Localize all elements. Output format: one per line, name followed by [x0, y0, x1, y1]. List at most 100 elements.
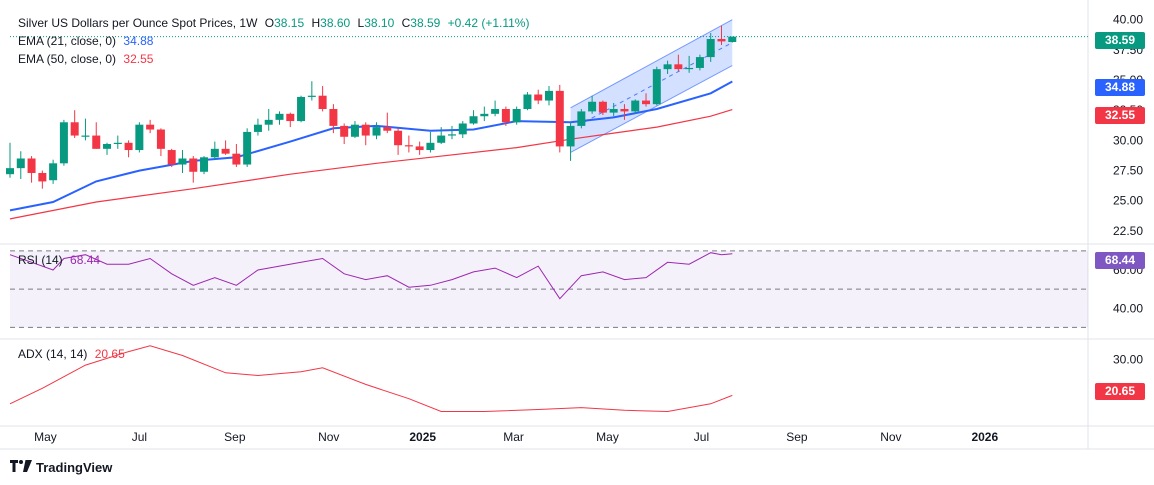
ema50-label: EMA (50, close, 0) — [18, 52, 117, 66]
candle-body — [588, 101, 597, 112]
candle-body — [167, 150, 176, 165]
price-tick-label: 27.50 — [1113, 164, 1143, 178]
candle-body — [631, 100, 640, 112]
time-tick-label: Sep — [224, 430, 246, 444]
time-tick-label: Sep — [786, 430, 808, 444]
ema21-value: 34.88 — [123, 34, 154, 48]
time-tick-label: 2026 — [971, 430, 998, 444]
candle-body — [275, 113, 284, 120]
candle-body — [81, 135, 90, 137]
candle-body — [59, 122, 68, 164]
price-tick-label: 25.00 — [1113, 194, 1143, 208]
candle-body — [350, 124, 359, 137]
trend-channel-upper — [570, 19, 733, 109]
candle-body — [415, 146, 424, 151]
candle-body — [221, 148, 230, 154]
candle-body — [404, 145, 413, 147]
time-tick-label: Nov — [880, 430, 901, 444]
candle-body — [92, 135, 101, 149]
rsi-value: 68.44 — [70, 253, 101, 267]
candle-body — [124, 142, 133, 151]
candle-body — [501, 108, 510, 123]
candle-body — [545, 90, 553, 101]
rsi-legend[interactable]: RSI (14) 68.44 — [18, 253, 104, 267]
open-value: 38.15 — [274, 16, 305, 30]
time-tick-label: Jul — [694, 430, 709, 444]
candle-body — [156, 129, 165, 149]
candle-body — [340, 125, 349, 137]
candle-body — [491, 108, 500, 114]
axes: 40.0037.5035.0032.5030.0027.5025.0022.50… — [34, 13, 1143, 444]
candle-body — [189, 158, 198, 172]
candle-body — [447, 134, 456, 136]
ema21-price-tag: 34.88 — [1095, 79, 1145, 96]
candle-body — [469, 116, 478, 124]
candle-body — [103, 144, 112, 149]
candle-body — [243, 131, 252, 165]
rsi-value-tag: 68.44 — [1095, 252, 1145, 269]
open-label: O — [264, 16, 275, 30]
candle-body — [458, 123, 467, 135]
rsi-tick-label: 40.00 — [1113, 301, 1143, 315]
rsi-pane — [9, 250, 1088, 328]
adx-pane — [9, 345, 733, 413]
candle-body — [210, 148, 219, 158]
tradingview-logo-icon — [10, 459, 32, 475]
ema21-label: EMA (21, close, 0) — [18, 34, 117, 48]
candle-body — [566, 125, 575, 147]
candle-body — [620, 108, 629, 112]
candle-body — [523, 94, 532, 109]
candle-body — [16, 158, 25, 169]
candle-body — [178, 158, 187, 165]
adx-value: 20.65 — [94, 347, 125, 361]
candle-body — [329, 108, 338, 126]
time-tick-label: 2025 — [409, 430, 436, 444]
candle-body — [70, 122, 79, 136]
candle-body — [717, 38, 726, 42]
high-label: H — [311, 16, 321, 30]
candle-body — [383, 127, 392, 131]
price-tick-label: 30.00 — [1113, 133, 1143, 147]
adx-legend[interactable]: ADX (14, 14) 20.65 — [18, 347, 129, 361]
candle-body — [394, 130, 403, 146]
candle-body — [512, 108, 521, 123]
candle-body — [652, 69, 661, 105]
rsi-band-fill — [10, 250, 1088, 328]
time-tick-label: May — [596, 430, 619, 444]
candle-body — [642, 100, 651, 105]
candle-body — [361, 124, 370, 136]
rsi-line — [9, 252, 733, 300]
candle-body — [6, 168, 14, 175]
chart-legend-title: Silver US Dollars per Ounce Spot Prices,… — [18, 16, 533, 30]
candle-body — [200, 157, 209, 172]
adx-label: ADX (14, 14) — [18, 347, 88, 361]
time-tick-label: Mar — [503, 430, 524, 444]
ema50-price-tag: 32.55 — [1095, 107, 1145, 124]
trend-channel-midline — [570, 42, 733, 130]
ema21-legend[interactable]: EMA (21, close, 0) 34.88 — [18, 34, 157, 48]
candle-body — [663, 64, 672, 70]
candle-body — [534, 94, 543, 101]
time-tick-label: Nov — [318, 430, 339, 444]
tradingview-brand-name: TradingView — [36, 459, 113, 475]
candle-body — [49, 163, 58, 181]
close-label: C — [401, 16, 411, 30]
candle-body — [297, 96, 306, 122]
candle-body — [674, 64, 683, 70]
low-value: 38.10 — [364, 16, 395, 30]
candle-body — [426, 142, 435, 151]
time-tick-label: Jul — [132, 430, 147, 444]
candle-body — [685, 67, 694, 70]
adx-tick-label: 30.00 — [1113, 352, 1143, 366]
candle-body — [706, 38, 715, 58]
symbol-title: Silver US Dollars per Ounce Spot Prices,… — [18, 16, 258, 30]
low-label: L — [357, 16, 365, 30]
ema50-legend[interactable]: EMA (50, close, 0) 32.55 — [18, 52, 157, 66]
candle-body — [695, 57, 704, 68]
trend-channel-lower — [570, 65, 733, 153]
price-tick-label: 40.00 — [1113, 13, 1143, 27]
tradingview-brand[interactable]: TradingView — [10, 459, 112, 475]
candle-body — [372, 127, 381, 136]
change-value: +0.42 (+1.11%) — [447, 16, 530, 30]
